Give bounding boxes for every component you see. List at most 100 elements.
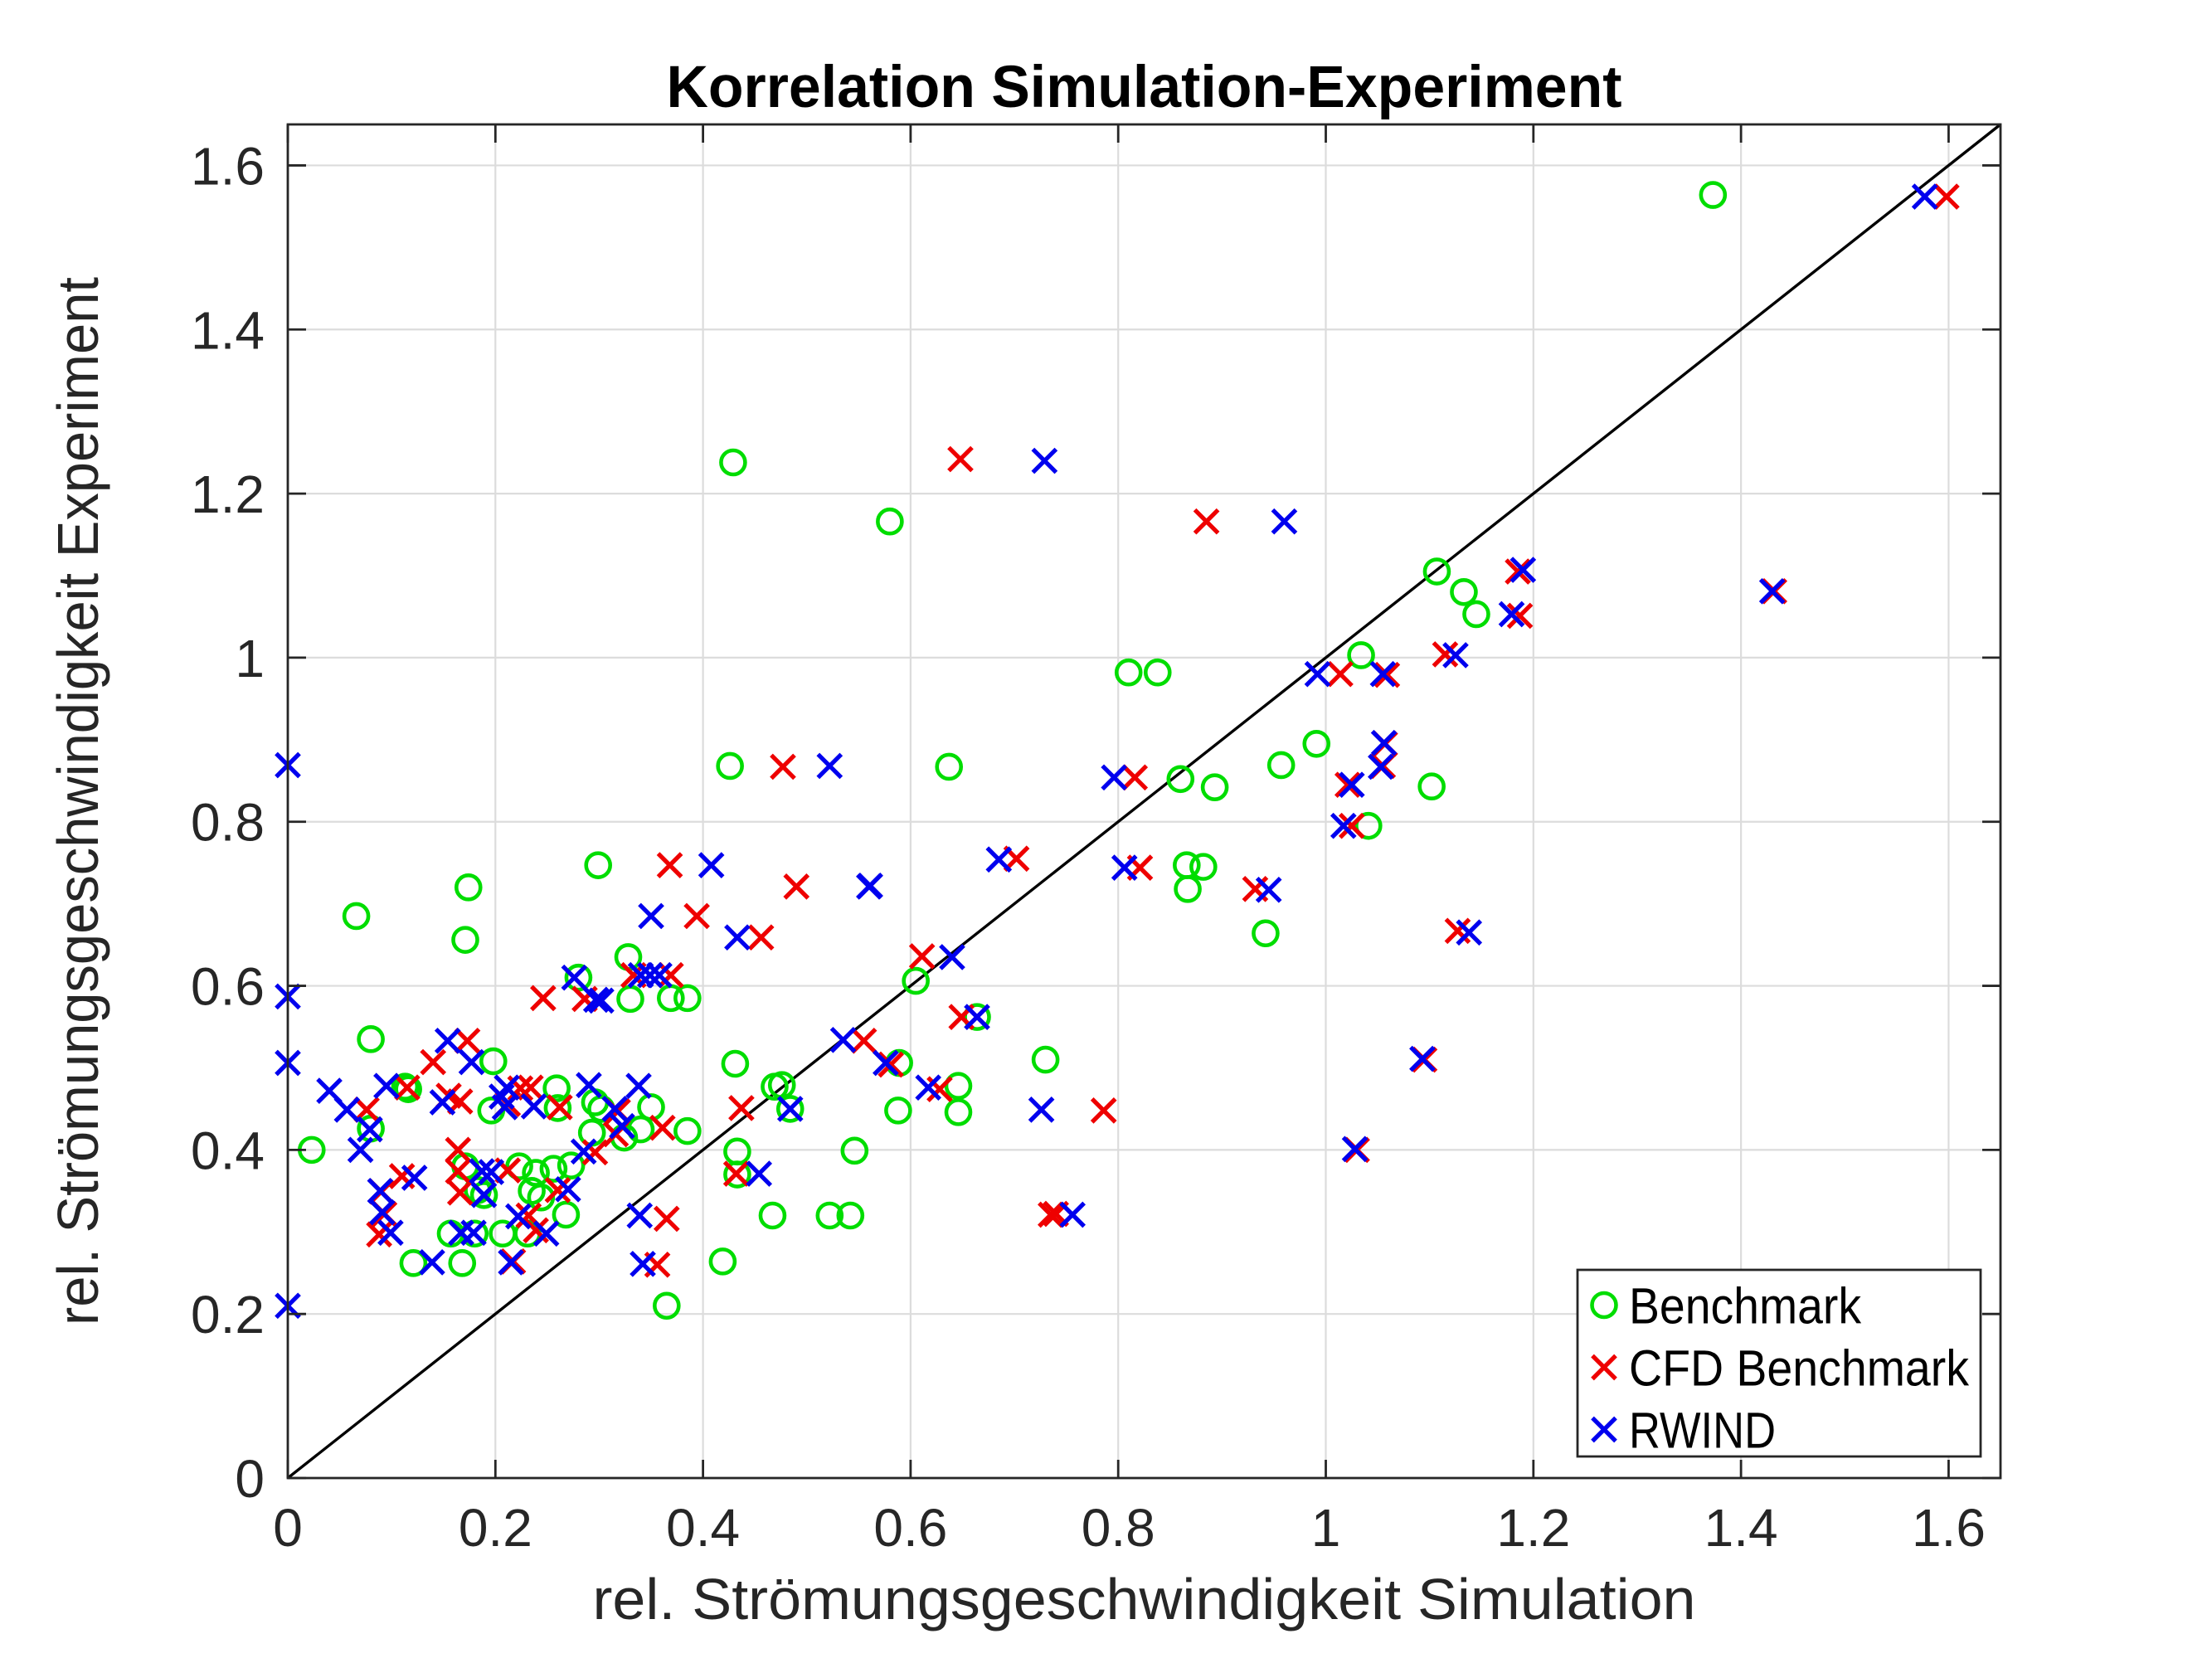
scatter-point-rwind (776, 1096, 804, 1122)
scatter-point-rwind (985, 846, 1013, 873)
scatter-point-rwind (627, 961, 654, 989)
scatter-point-cfd-benchmark (1933, 183, 1960, 210)
scatter-point-rwind (1101, 764, 1128, 791)
scatter-point-cfd-benchmark (770, 753, 796, 780)
scatter-point-rwind (419, 1249, 445, 1276)
scatter-point-cfd-benchmark (1090, 1097, 1117, 1124)
scatter-point-rwind (1498, 601, 1525, 628)
scatter-point-cfd-benchmark (1506, 602, 1534, 630)
identity-line (286, 123, 2002, 1480)
scatter-point-rwind (369, 1199, 396, 1226)
scatter-point-rwind (532, 1220, 560, 1247)
scatter-point-benchmark (357, 1025, 385, 1053)
scatter-point-rwind (829, 1026, 857, 1053)
scatter-point-benchmark (342, 902, 371, 931)
x-tick-label: 0.4 (666, 1498, 740, 1558)
legend-label-rwind: RWIND (1629, 1403, 1776, 1459)
x-tick-label: 0.6 (873, 1498, 947, 1558)
scatter-point-rwind (367, 1177, 394, 1204)
scatter-point-rwind (561, 964, 588, 991)
x-tick-label: 1.6 (1912, 1498, 1986, 1558)
x-tick-label: 1.2 (1496, 1498, 1570, 1558)
legend-marker-benchmark (1590, 1291, 1618, 1320)
scatter-point-rwind (570, 1138, 597, 1165)
x-tick-label: 0.2 (459, 1498, 532, 1558)
scatter-point-rwind (636, 961, 664, 989)
y-axis-label: rel. Strömungsgeschwindigkeit Experiment (46, 277, 110, 1325)
scatter-point-benchmark (944, 1098, 973, 1126)
scatter-point-benchmark (505, 1152, 533, 1180)
scatter-point-rwind (469, 1158, 495, 1184)
scatter-point-benchmark (963, 1003, 991, 1031)
y-tick-label: 0.8 (191, 793, 265, 853)
scatter-point-benchmark (1166, 765, 1195, 794)
scatter-point-benchmark (1422, 557, 1451, 586)
y-tick-label: 0.6 (191, 957, 265, 1017)
scatter-point-rwind (1911, 183, 1938, 210)
scatter-point-rwind (478, 1159, 505, 1185)
scatter-point-rwind (638, 902, 664, 930)
scatter-point-rwind (601, 1096, 629, 1122)
scatter-point-rwind (1510, 557, 1537, 583)
scatter-point-benchmark (758, 1201, 787, 1230)
scatter-point-cfd-benchmark (1121, 764, 1149, 791)
scatter-point-benchmark (1143, 658, 1172, 687)
scatter-point-benchmark (673, 984, 702, 1013)
scatter-point-rwind (698, 852, 725, 878)
scatter-point-cfd-benchmark (420, 1048, 447, 1076)
scatter-point-benchmark (1252, 919, 1280, 948)
scatter-point-rwind (646, 961, 673, 989)
scatter-point-rwind (401, 1165, 428, 1191)
scatter-point-benchmark (394, 1075, 422, 1103)
scatter-point-cfd-benchmark (446, 1179, 474, 1206)
scatter-point-rwind (429, 1089, 456, 1116)
scatter-point-cfd-benchmark (747, 924, 775, 951)
scatter-point-benchmark (1417, 772, 1446, 800)
scatter-point-benchmark (836, 1201, 865, 1230)
scatter-point-benchmark (399, 1249, 428, 1277)
y-tick-label: 1.6 (191, 136, 265, 196)
scatter-point-cfd-benchmark (445, 1158, 472, 1184)
scatter-point-rwind (1028, 1097, 1055, 1123)
scatter-point-rwind (1271, 508, 1298, 535)
scatter-point-rwind (504, 1203, 532, 1230)
x-tick-label: 1 (1311, 1498, 1341, 1558)
scatter-point-cfd-benchmark (1373, 661, 1401, 688)
scatter-point-benchmark (626, 1115, 655, 1144)
scatter-point-cfd-benchmark (653, 1205, 680, 1233)
scatter-point-benchmark (721, 1049, 750, 1078)
x-tick-label: 0.8 (1082, 1498, 1155, 1558)
scatter-point-benchmark (479, 1047, 508, 1076)
scatter-point-rwind (582, 986, 610, 1014)
scatter-point-rwind (460, 1219, 487, 1247)
scatter-point-benchmark (564, 963, 593, 992)
scatter-point-cfd-benchmark (1334, 771, 1361, 799)
legend-label-benchmark: Benchmark (1629, 1278, 1861, 1335)
scatter-point-rwind (1111, 854, 1138, 881)
scatter-point-rwind (1409, 1045, 1436, 1072)
scatter-point-rwind (964, 1004, 990, 1030)
scatter-point-rwind (1304, 660, 1331, 688)
scatter-point-benchmark (557, 1151, 586, 1179)
scatter-point-cfd-benchmark (728, 1095, 755, 1121)
scatter-point-benchmark (451, 926, 479, 954)
scatter-point-benchmark (1462, 600, 1490, 629)
scatter-point-rwind (915, 1074, 942, 1101)
scatter-point-benchmark (653, 1291, 681, 1320)
scatter-point-benchmark (1189, 853, 1218, 881)
scatter-point-rwind (1442, 642, 1469, 669)
scatter-point-benchmark (716, 751, 744, 780)
scatter-point-benchmark (552, 1200, 581, 1229)
scatter-point-rwind (1330, 812, 1357, 839)
scatter-point-cfd-benchmark (683, 902, 710, 930)
scatter-point-benchmark (708, 1247, 737, 1276)
scatter-point-cfd-benchmark (850, 1027, 878, 1054)
legend-box (1576, 1268, 1982, 1458)
scatter-point-benchmark (1450, 577, 1478, 606)
scatter-point-rwind (626, 1202, 654, 1229)
scatter-point-benchmark (542, 1074, 571, 1102)
scatter-point-benchmark (539, 1155, 568, 1183)
y-tick-label: 1 (235, 629, 265, 688)
scatter-point-benchmark (775, 1095, 805, 1123)
